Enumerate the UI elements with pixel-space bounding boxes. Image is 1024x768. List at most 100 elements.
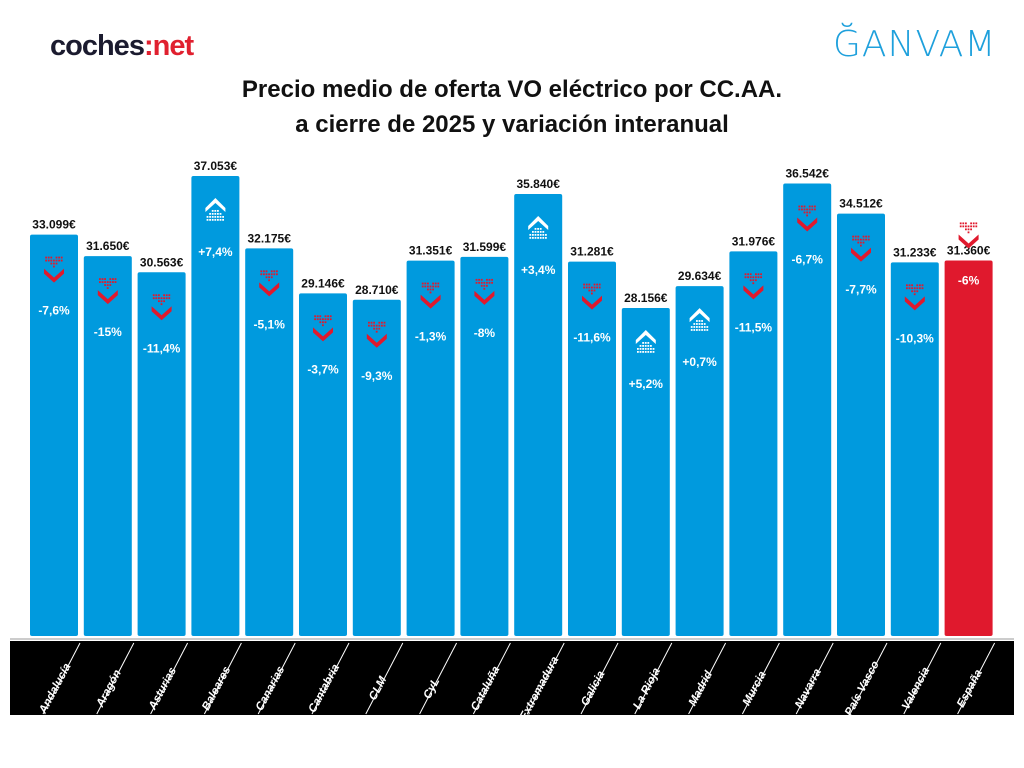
category-label: Andalucía bbox=[37, 661, 74, 717]
axis-separator bbox=[634, 642, 673, 715]
bar-baleares bbox=[191, 175, 240, 636]
variation-label: -11,5% bbox=[735, 320, 773, 334]
variation-label: -7,6% bbox=[38, 304, 70, 318]
value-label: 33.099€ bbox=[32, 218, 76, 232]
value-label: 31.351€ bbox=[409, 244, 453, 258]
variation-label: -8% bbox=[474, 326, 496, 340]
down-arrow-icon bbox=[366, 321, 387, 348]
category-label: Galicia bbox=[579, 669, 608, 708]
category-label: Asturias bbox=[146, 665, 179, 712]
axis-separator bbox=[957, 642, 996, 715]
bar-asturias bbox=[137, 272, 186, 636]
down-arrow-icon bbox=[904, 284, 925, 311]
value-label: 34.512€ bbox=[839, 197, 883, 211]
axis-separator bbox=[203, 642, 242, 715]
category-label: Baleares bbox=[200, 665, 233, 713]
logo-text: coches bbox=[50, 30, 145, 62]
value-label: 37.053€ bbox=[194, 159, 238, 173]
axis-separator bbox=[526, 642, 565, 715]
bar-cantabria bbox=[299, 293, 347, 636]
down-arrow-icon bbox=[797, 205, 818, 232]
category-label: CLM bbox=[367, 674, 389, 702]
down-arrow-icon bbox=[474, 278, 495, 305]
axis-separator bbox=[472, 642, 511, 715]
down-arrow-icon bbox=[151, 294, 172, 321]
bar-murcia bbox=[729, 251, 778, 637]
variation-label: +0,7% bbox=[682, 355, 717, 369]
down-arrow-icon bbox=[259, 270, 280, 297]
value-label: 36.542€ bbox=[786, 167, 830, 181]
logo-net-text: :net bbox=[143, 30, 194, 62]
variation-label: -9,3% bbox=[361, 369, 393, 383]
bar-clm bbox=[352, 299, 401, 636]
value-label: 31.976€ bbox=[732, 234, 776, 248]
up-arrow-icon bbox=[528, 215, 549, 239]
category-label: CyL bbox=[422, 676, 443, 701]
value-label: 31.281€ bbox=[570, 245, 614, 259]
down-arrow-icon bbox=[44, 256, 64, 283]
variation-label: +7,4% bbox=[198, 245, 233, 259]
variation-label: +3,4% bbox=[521, 263, 556, 277]
bar-aragón bbox=[83, 256, 132, 636]
category-label: Valencia bbox=[900, 665, 933, 712]
category-label: Navarra bbox=[793, 666, 824, 710]
title-line-2: a cierre de 2025 y variación interanual bbox=[295, 111, 729, 138]
category-label: Cataluña bbox=[469, 664, 503, 713]
axis-separator bbox=[150, 642, 189, 715]
category-label: La Rioja bbox=[631, 665, 663, 711]
value-label: 35.840€ bbox=[517, 177, 561, 191]
bar-extremadura bbox=[514, 193, 563, 636]
category-label: Extremadura bbox=[518, 654, 562, 722]
variation-label: -7,7% bbox=[845, 283, 877, 297]
axis-separator bbox=[849, 642, 888, 715]
bar-españa bbox=[944, 260, 993, 636]
down-arrow-icon bbox=[851, 235, 871, 262]
chart-title: Precio medio de oferta VO eléctrico por … bbox=[0, 72, 1024, 142]
value-label: 31.233€ bbox=[893, 245, 937, 259]
category-label: País Vasco bbox=[843, 659, 882, 718]
bar-cyl bbox=[406, 260, 455, 636]
category-label: Madrid bbox=[687, 668, 716, 708]
axis-separator bbox=[257, 642, 296, 715]
bar-valencia bbox=[890, 262, 939, 636]
axis-separator bbox=[903, 642, 942, 715]
down-arrow-icon bbox=[97, 278, 118, 305]
bar-andalucía bbox=[30, 234, 78, 636]
bar-galicia bbox=[568, 261, 616, 636]
down-arrow-icon bbox=[743, 273, 764, 300]
axis-separator bbox=[419, 642, 458, 715]
variation-label: -11,6% bbox=[573, 331, 611, 345]
variation-label: -6,7% bbox=[792, 253, 824, 267]
value-label: 28.710€ bbox=[355, 283, 399, 297]
category-label: Cantabria bbox=[307, 662, 343, 715]
value-label: 31.650€ bbox=[86, 239, 130, 253]
logo-suffix: net bbox=[152, 30, 194, 62]
bar-cataluña bbox=[460, 256, 509, 636]
axis-separator bbox=[311, 642, 350, 715]
down-arrow-icon bbox=[420, 282, 441, 309]
up-arrow-icon bbox=[635, 330, 656, 353]
bar-navarra bbox=[783, 183, 832, 636]
coches-net-logo: coches:net bbox=[50, 30, 194, 63]
category-label: Canarias bbox=[254, 664, 287, 713]
down-arrow-icon bbox=[958, 222, 979, 249]
axis-separator bbox=[795, 642, 834, 715]
value-label: 31.360€ bbox=[947, 243, 991, 257]
value-label: 29.634€ bbox=[678, 269, 722, 283]
variation-label: -3,7% bbox=[307, 362, 339, 376]
axis-separator bbox=[741, 642, 780, 715]
axis-separator bbox=[688, 642, 727, 715]
bar-canarias bbox=[245, 248, 294, 636]
value-label: 30.563€ bbox=[140, 255, 184, 269]
axis-separator bbox=[96, 642, 135, 715]
value-label: 31.599€ bbox=[463, 240, 507, 254]
variation-label: -10,3% bbox=[896, 331, 934, 345]
ganvam-logo: ĞANVAM bbox=[833, 24, 997, 65]
variation-label: -11,4% bbox=[143, 341, 181, 355]
up-arrow-icon bbox=[689, 308, 710, 331]
value-label: 29.146€ bbox=[301, 276, 345, 290]
category-label: España bbox=[955, 667, 985, 709]
title-line-1: Precio medio de oferta VO eléctrico por … bbox=[241, 76, 783, 103]
variation-label: +5,2% bbox=[629, 377, 664, 391]
